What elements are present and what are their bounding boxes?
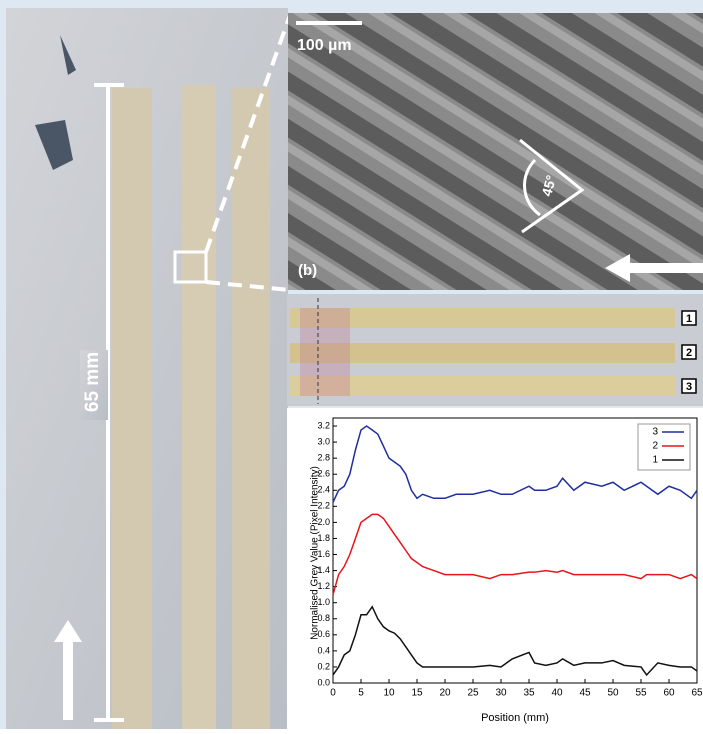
y-tick-label: 2.8 <box>317 453 330 463</box>
x-tick-label: 15 <box>411 688 423 699</box>
x-tick-label: 40 <box>551 688 563 699</box>
legend <box>638 424 690 470</box>
x-axis-label: Position (mm) <box>481 712 549 724</box>
x-tick-label: 55 <box>635 688 647 699</box>
y-tick-label: 1.8 <box>317 533 330 543</box>
strip <box>232 88 270 729</box>
y-tick-label: 3.2 <box>317 420 330 430</box>
y-tick-label: 2.4 <box>317 485 330 495</box>
legend-label: 2 <box>652 441 658 452</box>
sem-image <box>288 13 703 290</box>
y-tick-label: 1.4 <box>317 565 330 575</box>
x-tick-label: 0 <box>330 688 336 699</box>
length-label: 65 mm <box>82 352 103 412</box>
strip <box>112 88 152 729</box>
legend-label: 1 <box>652 455 658 466</box>
strip-label: 1 <box>686 313 692 325</box>
x-tick-label: 25 <box>467 688 479 699</box>
y-tick-label: 2.2 <box>317 501 330 511</box>
x-tick-label: 45 <box>579 688 591 699</box>
x-tick-label: 50 <box>607 688 619 699</box>
y-tick-label: 2.0 <box>317 517 330 527</box>
figure: 65 mm 100 µm (b) 45° Normalised Grey Val… <box>0 0 703 729</box>
strip-label: 3 <box>686 381 692 393</box>
scale-label: 100 µm <box>297 37 352 54</box>
x-tick-label: 65 <box>691 688 703 699</box>
panel-label: (b) <box>298 262 317 279</box>
y-tick-label: 1.2 <box>317 581 330 591</box>
y-tick-label: 1.6 <box>317 549 330 559</box>
y-tick-label: 0.6 <box>317 629 330 639</box>
y-tick-label: 2.6 <box>317 469 330 479</box>
y-tick-label: 0.4 <box>317 645 330 655</box>
x-tick-label: 5 <box>358 688 364 699</box>
x-tick-label: 35 <box>523 688 535 699</box>
y-tick-label: 0.2 <box>317 661 330 671</box>
y-tick-label: 0.0 <box>317 677 330 687</box>
x-tick-label: 20 <box>439 688 451 699</box>
legend-label: 3 <box>652 427 658 438</box>
x-tick-label: 30 <box>495 688 507 699</box>
y-tick-label: 1.0 <box>317 597 330 607</box>
strip <box>182 85 216 729</box>
y-tick-label: 0.8 <box>317 613 330 623</box>
x-tick-label: 60 <box>663 688 675 699</box>
x-tick-label: 10 <box>383 688 395 699</box>
y-tick-label: 3.0 <box>317 436 330 446</box>
strip-label: 2 <box>686 347 692 359</box>
